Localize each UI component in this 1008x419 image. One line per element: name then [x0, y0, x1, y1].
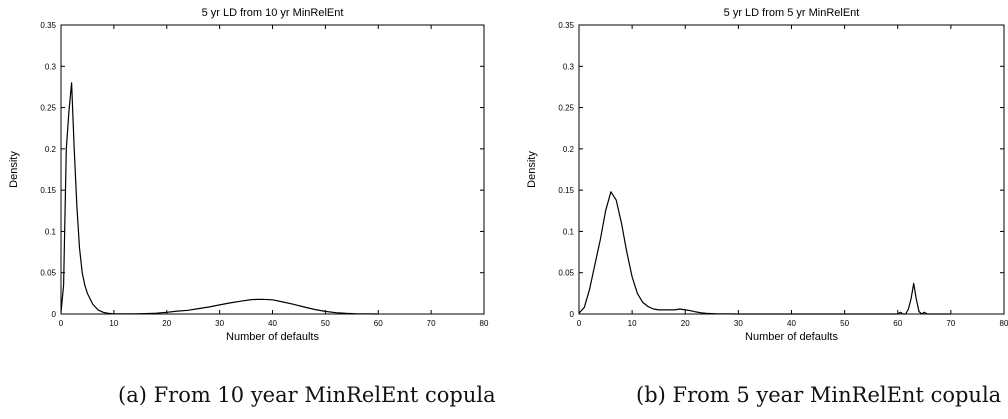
y-tick-label: 0.3 [563, 62, 575, 71]
x-tick-label: 10 [628, 319, 637, 328]
plot-frame [60, 24, 485, 315]
x-tick-label: 30 [215, 319, 224, 328]
x-tick-label: 80 [480, 319, 489, 328]
x-tick-label: 70 [427, 319, 436, 328]
y-tick-label: 0.35 [558, 21, 574, 30]
x-tick-label: 80 [1000, 319, 1008, 328]
y-tick-label: 0.1 [45, 227, 57, 236]
x-axis-label: Number of defaults [745, 331, 838, 343]
x-tick-label: 50 [321, 319, 330, 328]
x-tick-label: 50 [840, 319, 849, 328]
y-tick-label: 0.15 [558, 186, 574, 195]
y-tick-label: 0.1 [563, 227, 575, 236]
y-axis-label: Density [526, 151, 538, 188]
y-tick-label: 0.05 [40, 269, 56, 278]
chart-panel-a: 5 yr LD from 10 yr MinRelEnt 0 10 20 30 40 50 6… [8, 7, 489, 343]
y-tick-label: 0 [570, 310, 575, 319]
chart-title: 5 yr LD from 10 yr MinRelEnt [202, 7, 344, 19]
x-tick-label: 60 [893, 319, 902, 328]
y-tick-label: 0.25 [40, 104, 56, 113]
x-tick-label: 10 [109, 319, 118, 328]
x-tick-label: 40 [268, 319, 277, 328]
y-tick-label: 0.15 [40, 186, 56, 195]
chart-panel-b: 5 yr LD from 5 yr MinRelEnt 0 10 20 30 40 50 60… [526, 7, 1008, 343]
y-axis-label: Density [8, 151, 20, 188]
y-tick-label: 0.35 [40, 21, 56, 30]
density-series-line [578, 191, 951, 315]
y-tick-label: 0 [52, 310, 57, 319]
x-tick-label: 30 [734, 319, 743, 328]
y-tick-label: 0.3 [45, 62, 57, 71]
x-tick-label: 40 [787, 319, 796, 328]
caption-b: (b) From 5 year MinRelEnt copula [636, 383, 1002, 407]
y-tick-label: 0.05 [558, 269, 574, 278]
caption-a: (a) From 10 year MinRelEnt copula [118, 383, 496, 407]
x-axis-label: Number of defaults [226, 331, 319, 343]
chart-title: 5 yr LD from 5 yr MinRelEnt [724, 7, 860, 19]
plot-frame [578, 24, 1005, 315]
x-tick-label: 20 [681, 319, 690, 328]
x-tick-label: 70 [946, 319, 955, 328]
y-tick-label: 0.25 [558, 104, 574, 113]
y-tick-label: 0.2 [45, 145, 57, 154]
density-series-line [60, 82, 379, 315]
x-tick-label: 0 [577, 319, 582, 328]
x-tick-label: 0 [59, 319, 64, 328]
y-tick-label: 0.2 [563, 145, 575, 154]
x-tick-label: 60 [374, 319, 383, 328]
x-tick-label: 20 [162, 319, 171, 328]
